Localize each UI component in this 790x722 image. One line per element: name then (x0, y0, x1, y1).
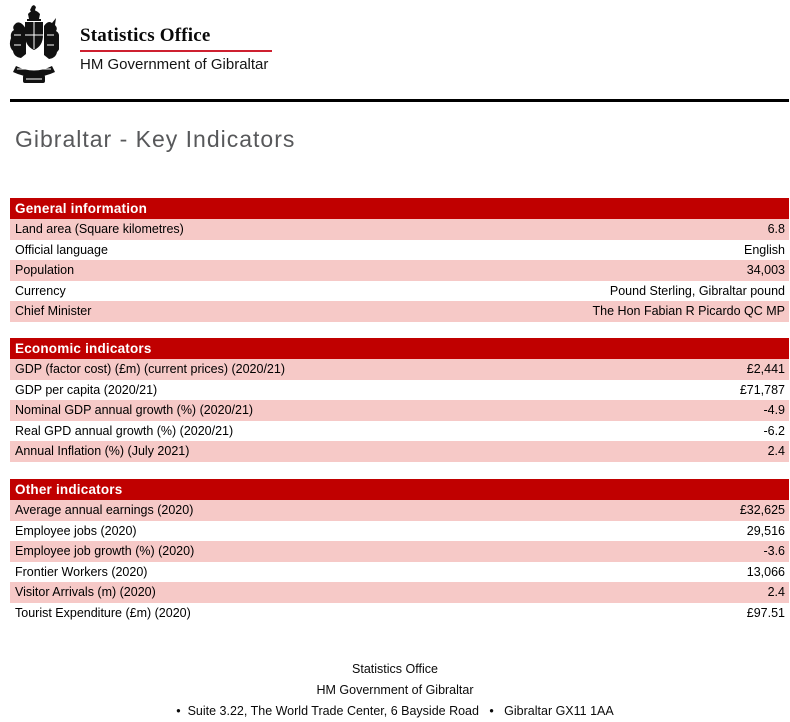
table-row: Official language English (10, 239, 789, 260)
row-value: -6.2 (763, 423, 785, 438)
row-label: Frontier Workers (2020) (15, 564, 148, 579)
table-row: Employee jobs (2020) 29,516 (10, 520, 789, 541)
table-row: Currency Pound Sterling, Gibraltar pound (10, 280, 789, 301)
row-label: Employee job growth (%) (2020) (15, 544, 195, 558)
table-body: Land area (Square kilometres) 6.8 Official… (10, 219, 789, 322)
row-label: Chief Minister (15, 304, 92, 318)
row-value: -4.9 (763, 403, 785, 417)
row-value: 34,003 (746, 263, 785, 277)
row-label: Visitor Arrivals (m) (2020) (15, 585, 156, 599)
footer-gov-name: HM Government of Gibraltar (316, 683, 474, 697)
row-value: -3.6 (763, 544, 785, 558)
table-row: GDP (factor cost) (£m) (current prices) … (10, 359, 789, 380)
row-value: £2,441 (746, 362, 785, 376)
table-body: GDP (factor cost) (£m) (current prices) … (10, 359, 789, 462)
row-label: Average annual earnings (2020) (15, 503, 194, 517)
table-row: Nominal GDP annual growth (%) (2020/21) -… (10, 400, 789, 421)
row-label: GDP per capita (2020/21) (15, 382, 158, 397)
header-brand: Statistics Office HM Government of Gibra… (80, 25, 272, 74)
row-label: Annual Inflation (%) (July 2021) (15, 444, 190, 458)
row-label: Tourist Expenditure (£m) (2020) (15, 605, 191, 620)
table-other-indicators: Other indicators Average annual earnings… (10, 479, 789, 623)
row-label: Population (15, 263, 75, 277)
footer-org-name: Statistics Office (352, 662, 438, 676)
table-row: Land area (Square kilometres) 6.8 (10, 219, 789, 240)
table-title: Economic indicators (10, 338, 789, 359)
row-value: £71,787 (739, 382, 785, 397)
table-row: Average annual earnings (2020) £32,625 (10, 500, 789, 521)
row-label: Employee jobs (2020) (15, 523, 137, 538)
row-label: Currency (15, 283, 66, 298)
row-value: Pound Sterling, Gibraltar pound (609, 283, 785, 298)
row-value: £97.51 (746, 605, 785, 620)
row-value: £32,625 (739, 503, 785, 517)
org-name: Statistics Office (80, 25, 211, 46)
table-row: Annual Inflation (%) (July 2021) 2.4 (10, 441, 789, 462)
table-row: Employee job growth (%) (2020) -3.6 (10, 541, 789, 562)
table-economic-indicators: Economic indicators GDP (factor cost) (£… (10, 338, 789, 462)
brand-underline (80, 50, 272, 52)
page-footer: Statistics Office HM Government of Gibra… (0, 659, 790, 722)
table-row: Visitor Arrivals (m) (2020) 2.4 (10, 582, 789, 603)
row-label: Official language (15, 242, 108, 257)
row-value: 6.8 (767, 222, 785, 236)
row-value: 2.4 (767, 444, 785, 458)
page-title: Gibraltar - Key Indicators (15, 126, 296, 152)
table-row: GDP per capita (2020/21) £71,787 (10, 379, 789, 400)
table-row: Tourist Expenditure (£m) (2020) £97.51 (10, 602, 789, 623)
table-title: Other indicators (10, 479, 789, 500)
footer-address: • Suite 3.22, The World Trade Center, 6 … (176, 704, 614, 718)
table-row: Real GPD annual growth (%) (2020/21) -6.2 (10, 420, 789, 441)
row-label: GDP (factor cost) (£m) (current prices) … (15, 362, 285, 376)
row-label: Land area (Square kilometres) (15, 222, 184, 236)
row-label: Nominal GDP annual growth (%) (2020/21) (15, 403, 254, 417)
row-value: English (744, 242, 785, 257)
table-title: General information (10, 198, 789, 219)
gov-name: HM Government of Gibraltar (80, 56, 269, 73)
row-value: 2.4 (767, 585, 785, 599)
royal-coat-of-arms-icon (9, 5, 61, 89)
row-label: Real GPD annual growth (%) (2020/21) (15, 423, 234, 438)
table-row: Population 34,003 (10, 260, 789, 281)
row-value: The Hon Fabian R Picardo QC MP (592, 304, 785, 318)
row-value: 29,516 (746, 523, 785, 538)
header-divider (10, 99, 789, 102)
table-row: Frontier Workers (2020) 13,066 (10, 561, 789, 582)
table-general-information: General information Land area (Square ki… (10, 198, 789, 322)
row-value: 13,066 (746, 564, 785, 579)
table-row: Chief Minister The Hon Fabian R Picardo Q… (10, 301, 789, 322)
table-body: Average annual earnings (2020) £32,625 Emp… (10, 500, 789, 623)
